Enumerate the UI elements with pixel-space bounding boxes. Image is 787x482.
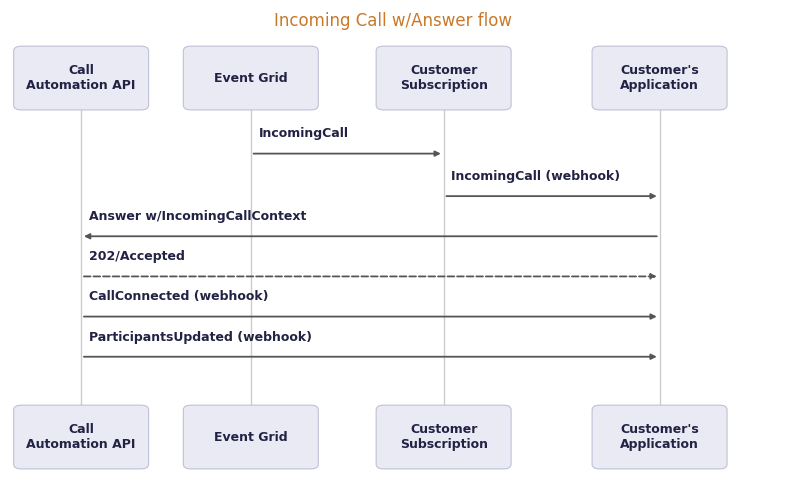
Text: CallConnected (webhook): CallConnected (webhook) xyxy=(89,290,268,303)
Text: Customer
Subscription: Customer Subscription xyxy=(400,423,488,451)
FancyBboxPatch shape xyxy=(592,405,727,469)
Text: Event Grid: Event Grid xyxy=(214,71,287,84)
FancyBboxPatch shape xyxy=(13,405,149,469)
FancyBboxPatch shape xyxy=(376,405,511,469)
Text: ParticipantsUpdated (webhook): ParticipantsUpdated (webhook) xyxy=(89,331,312,344)
Text: Event Grid: Event Grid xyxy=(214,430,287,443)
Text: Answer w/IncomingCallContext: Answer w/IncomingCallContext xyxy=(89,210,306,223)
Text: Call
Automation API: Call Automation API xyxy=(27,423,136,451)
FancyBboxPatch shape xyxy=(592,46,727,110)
Text: Customer
Subscription: Customer Subscription xyxy=(400,64,488,92)
FancyBboxPatch shape xyxy=(13,46,149,110)
Text: IncomingCall: IncomingCall xyxy=(258,127,349,140)
Text: 202/Accepted: 202/Accepted xyxy=(89,250,185,263)
Text: Call
Automation API: Call Automation API xyxy=(27,64,136,92)
Text: IncomingCall (webhook): IncomingCall (webhook) xyxy=(452,170,620,183)
FancyBboxPatch shape xyxy=(183,405,318,469)
FancyBboxPatch shape xyxy=(376,46,511,110)
Text: Incoming Call w/Answer flow: Incoming Call w/Answer flow xyxy=(275,13,512,30)
Text: Customer's
Application: Customer's Application xyxy=(620,423,699,451)
Text: Customer's
Application: Customer's Application xyxy=(620,64,699,92)
FancyBboxPatch shape xyxy=(183,46,318,110)
